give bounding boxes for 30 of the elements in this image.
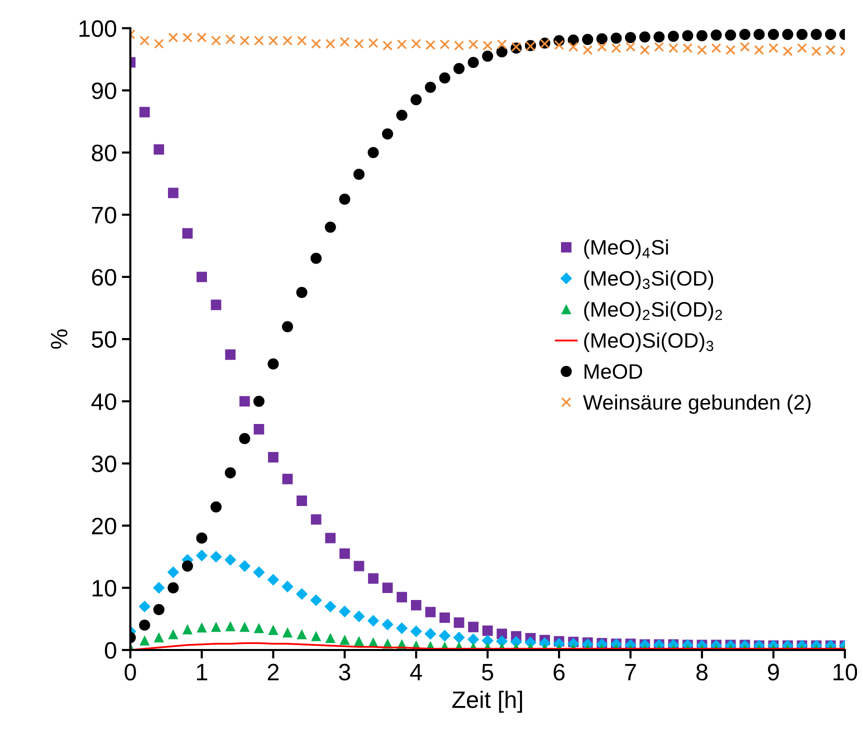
x-tick-label: 1: [197, 664, 208, 680]
y-tick-label: 40: [91, 393, 116, 410]
x-tick-label: 9: [768, 664, 779, 681]
y-tick-label: 30: [92, 456, 116, 472]
legend-label: (MeO)$_{2}$Si(OD)$_{2}$: [584, 302, 722, 321]
x-tick-label: 8: [696, 664, 708, 681]
y-tick-label: 50: [92, 331, 116, 348]
x-axis-title: Zeit [h]: [452, 690, 522, 713]
x-tick-label: 0: [124, 664, 136, 681]
y-tick-label: 0: [104, 642, 116, 659]
legend-label: MeOD: [584, 364, 642, 379]
y-tick-label: 90: [92, 82, 116, 100]
x-tick-label: 5: [482, 664, 494, 681]
x-tick-label: 7: [625, 664, 636, 680]
y-tick-label: 80: [92, 144, 116, 162]
x-tick-label: 4: [410, 664, 422, 680]
y-tick-label: 20: [92, 518, 116, 534]
legend-label: (MeO)Si(OD)$_{3}$: [584, 332, 714, 352]
legend-label: (MeO)$_{3}$Si(OD): [584, 270, 714, 290]
x-tick-label: 3: [339, 664, 350, 681]
x-tick-label: 2: [268, 664, 279, 680]
legend-label: (MeO)$_{4}$Si: [584, 239, 668, 259]
y-tick-label: 100: [80, 20, 116, 37]
legend-label: Weinsäure gebunden (2): [583, 394, 811, 414]
x-tick-label: 6: [554, 664, 565, 681]
y-tick-label: 60: [92, 268, 116, 286]
y-tick-label: 70: [92, 206, 116, 224]
y-axis-title: %: [50, 329, 68, 349]
x-tick-label: 10: [834, 664, 858, 681]
y-tick-label: 10: [92, 580, 116, 597]
